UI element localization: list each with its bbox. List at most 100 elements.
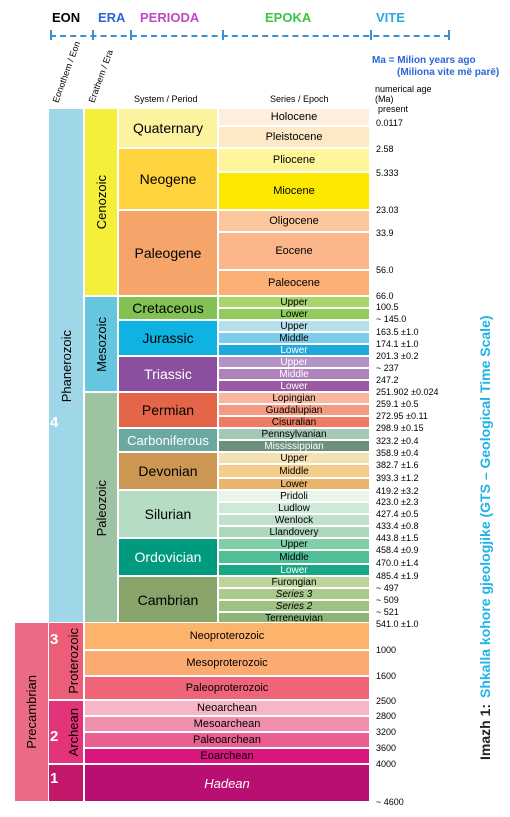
age-label: 2800 [376, 711, 397, 721]
epoch-d-middle: Middle [218, 464, 370, 478]
epoch-o-upper: Upper [218, 538, 370, 550]
age-label: 66.0 [376, 291, 394, 301]
period-triassic: Triassic [118, 356, 218, 392]
period-cretaceous: Cretaceous [118, 296, 218, 320]
epoch-eocene: Eocene [218, 232, 370, 270]
legend-ma: Ma = Milion years ago [372, 55, 476, 66]
age-label: 56.0 [376, 265, 394, 275]
age-label: 298.9 ±0.15 [376, 423, 424, 433]
age-label: 3600 [376, 743, 397, 753]
age-label: 358.9 ±0.4 [376, 448, 419, 458]
epoch-ludlow: Ludlow [218, 502, 370, 514]
tick [448, 30, 450, 40]
age-label: 3200 [376, 727, 397, 737]
epoch-k-upper: Upper [218, 296, 370, 308]
age-label: 33.9 [376, 228, 394, 238]
header-vite: VITE [376, 10, 405, 25]
epoch-pennsylvanian: Pennsylvanian [218, 428, 370, 440]
age-label: 393.3 ±1.2 [376, 473, 419, 483]
tick [370, 30, 372, 40]
age-label: 541.0 ±1.0 [376, 619, 419, 629]
col-age: numerical age (Ma) [375, 84, 432, 104]
era-cenozoic: Cenozoic [84, 108, 118, 296]
epoch-wenlock: Wenlock [218, 514, 370, 526]
col-series: Series / Epoch [270, 94, 329, 104]
epoch-d-lower: Lower [218, 478, 370, 490]
period-quaternary: Quaternary [118, 108, 218, 148]
epoch-guadalupian: Guadalupian [218, 404, 370, 416]
eon-archean: Archean [48, 700, 84, 764]
period-paleogene: Paleogene [118, 210, 218, 296]
age-label: 247.2 [376, 375, 399, 385]
number-3: 3 [50, 631, 59, 648]
age-label: 259.1 ±0.5 [376, 399, 419, 409]
col-present: present [378, 104, 409, 114]
caption-prefix: Imazh 1: [477, 703, 493, 760]
age-label: 433.4 ±0.8 [376, 521, 419, 531]
unit-hadean: Hadean [84, 764, 370, 802]
header-era: ERA [98, 10, 126, 25]
number-4: 4 [50, 414, 59, 431]
period-silurian: Silurian [118, 490, 218, 538]
eon-hadean-col [48, 764, 84, 802]
epoch-series2: Series 2 [218, 600, 370, 612]
age-label: 4000 [376, 759, 397, 769]
age-label: 272.95 ±0.11 [376, 411, 428, 421]
period-cambrian: Cambrian [118, 576, 218, 624]
age-label: 163.5 ±1.0 [376, 327, 419, 337]
age-label: 458.4 ±0.9 [376, 545, 419, 555]
epoch-j-middle: Middle [218, 332, 370, 344]
age-label: 100.5 [376, 302, 399, 312]
age-label: 1600 [376, 671, 397, 681]
epoch-j-lower: Lower [218, 344, 370, 356]
epoch-pridoli: Pridoli [218, 490, 370, 502]
unit-neoarchean: Neoarchean [84, 700, 370, 716]
epoch-furongian: Furongian [218, 576, 370, 588]
age-label: ~ 497 [376, 583, 399, 593]
epoch-cisuralian: Cisuralian [218, 416, 370, 428]
epoch-t-upper: Upper [218, 356, 370, 368]
era-mesozoic: Mesozoic [84, 296, 118, 392]
header-timeline-dash [50, 35, 450, 37]
side-caption: Imazh 1: Shkalla kohore gjeologjike (GTS… [470, 240, 500, 760]
epoch-t-middle: Middle [218, 368, 370, 380]
age-label: 201.3 ±0.2 [376, 351, 419, 361]
epoch-lopingian: Lopingian [218, 392, 370, 404]
epoch-pliocene: Pliocene [218, 148, 370, 172]
col-eonothem: Eonothem / Eon [50, 39, 83, 104]
epoch-mississippian: Mississippian [218, 440, 370, 452]
age-label: 443.8 ±1.5 [376, 533, 419, 543]
age-label: ~ 4600 [376, 797, 404, 807]
epoch-o-middle: Middle [218, 550, 370, 564]
age-label: 419.2 ±3.2 [376, 486, 419, 496]
unit-mesoarchean: Mesoarchean [84, 716, 370, 732]
age-label: 251.902 ±0.024 [376, 387, 439, 397]
period-permian: Permian [118, 392, 218, 428]
period-carboniferous: Carboniferous [118, 428, 218, 452]
col-system: System / Period [134, 94, 198, 104]
age-label: 5.333 [376, 168, 399, 178]
age-label: 0.0117 [376, 118, 403, 128]
number-1: 1 [50, 770, 59, 787]
epoch-series3: Series 3 [218, 588, 370, 600]
age-label: 427.4 ±0.5 [376, 509, 419, 519]
age-label: 423.0 ±2.3 [376, 497, 419, 507]
legend-ma-al: (Miliona vite më parë) [397, 67, 500, 78]
period-ordovician: Ordovician [118, 538, 218, 576]
col-erathem: Erathem / Era [86, 48, 115, 104]
period-jurassic: Jurassic [118, 320, 218, 356]
period-devonian: Devonian [118, 452, 218, 490]
age-label: 23.03 [376, 205, 399, 215]
header-eon: EON [52, 10, 81, 25]
unit-eoarchean: Eoarchean [84, 748, 370, 764]
epoch-llandovery: Llandovery [218, 526, 370, 538]
age-label: ~ 509 [376, 595, 399, 605]
eon-phanerozoic: Phanerozoic [48, 108, 84, 624]
unit-mesoproterozoic: Mesoproterozoic [84, 650, 370, 676]
epoch-k-lower: Lower [218, 308, 370, 320]
caption-title: Shkalla kohore gjeologjike (GTS – Geolog… [477, 315, 493, 698]
tick [92, 30, 94, 40]
period-neogene: Neogene [118, 148, 218, 210]
age-label: 382.7 ±1.6 [376, 460, 419, 470]
number-2: 2 [50, 728, 59, 745]
